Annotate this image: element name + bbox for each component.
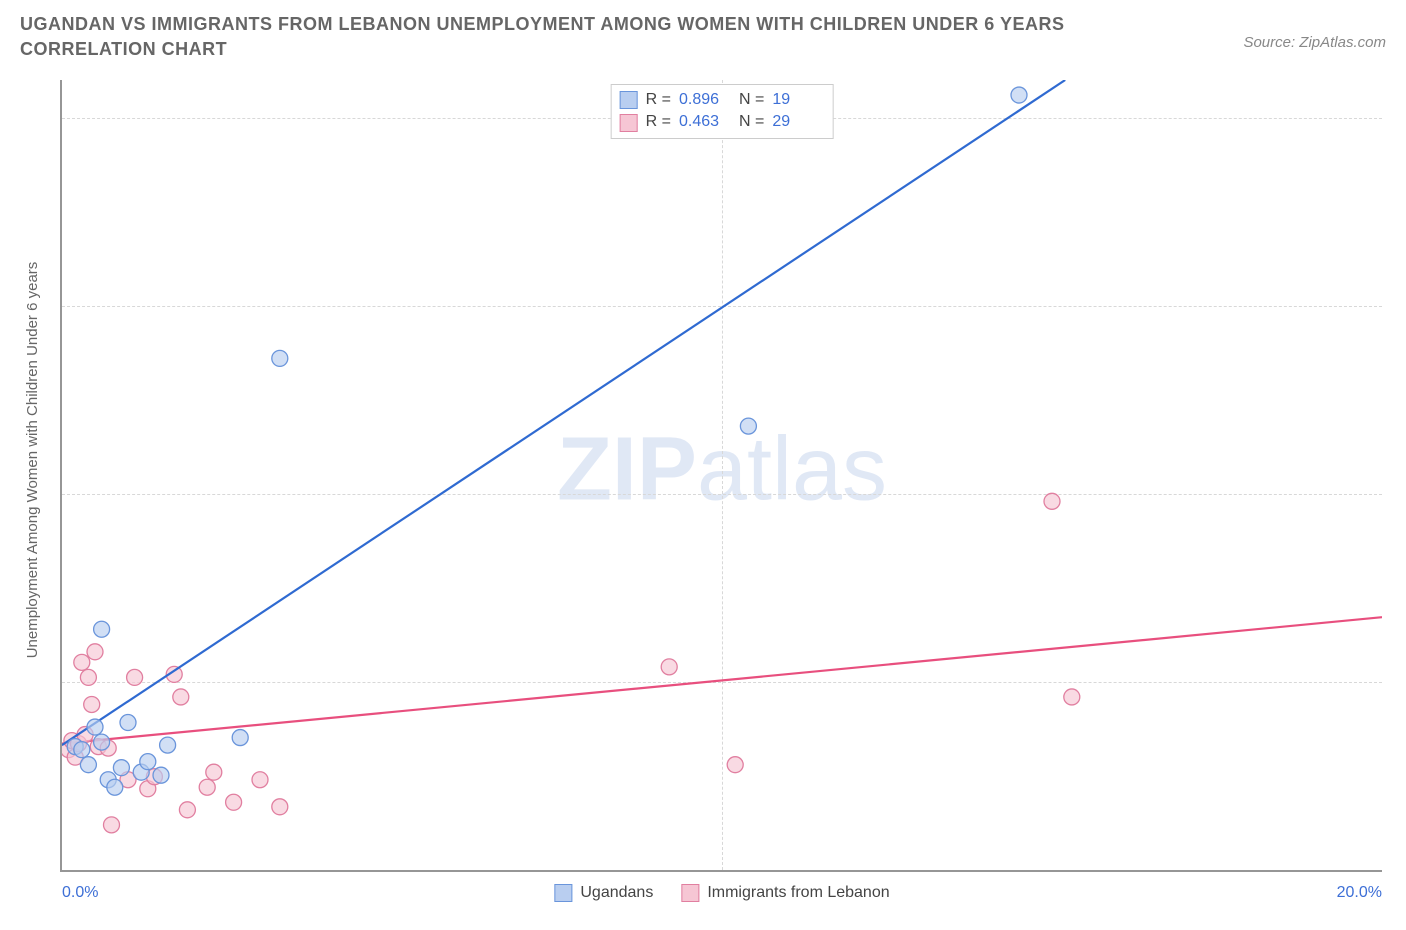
data-point <box>107 779 123 795</box>
chart-title: UGANDAN VS IMMIGRANTS FROM LEBANON UNEMP… <box>20 12 1140 62</box>
data-point <box>77 727 93 743</box>
data-point <box>80 757 96 773</box>
data-point <box>1011 87 1027 103</box>
n-value-b: 29 <box>772 111 824 133</box>
stats-row-a: R = 0.896 N = 19 <box>620 89 825 111</box>
swatch-ugandans <box>620 91 638 109</box>
y-axis-title: Unemployment Among Women with Children U… <box>24 262 41 659</box>
data-point <box>1064 689 1080 705</box>
n-value-a: 19 <box>772 89 824 111</box>
data-point <box>226 794 242 810</box>
data-point <box>100 740 116 756</box>
data-point <box>232 730 248 746</box>
y-tick-label: 37.5% <box>1390 297 1406 315</box>
stats-row-b: R = 0.463 N = 29 <box>620 111 825 133</box>
stats-legend: R = 0.896 N = 19 R = 0.463 N = 29 <box>611 84 834 139</box>
data-point <box>127 669 143 685</box>
data-point <box>252 772 268 788</box>
data-point <box>80 669 96 685</box>
data-point <box>62 742 77 758</box>
data-point <box>64 733 80 749</box>
data-point <box>272 350 288 366</box>
data-point <box>120 772 136 788</box>
data-point <box>87 644 103 660</box>
x-tick-label: 0.0% <box>62 884 98 902</box>
data-point <box>199 779 215 795</box>
legend-item-b: Immigrants from Lebanon <box>681 884 889 902</box>
legend-item-a: Ugandans <box>554 884 653 902</box>
y-tick-label: 12.5% <box>1390 673 1406 691</box>
scatter-plot: ZIPatlas R = 0.896 N = 19 R = 0.463 N = … <box>60 80 1382 872</box>
r-label-b: R = <box>646 111 671 133</box>
data-point <box>133 764 149 780</box>
series-legend: Ugandans Immigrants from Lebanon <box>554 884 889 902</box>
r-label: R = <box>646 89 671 111</box>
watermark-bold: ZIP <box>557 419 697 519</box>
swatch-lebanon-b <box>681 884 699 902</box>
data-point <box>71 736 87 752</box>
watermark-light: atlas <box>697 419 887 519</box>
data-point <box>67 749 83 765</box>
r-value-b: 0.463 <box>679 111 731 133</box>
data-point <box>160 737 176 753</box>
data-point <box>166 666 182 682</box>
source-attribution: Source: ZipAtlas.com <box>1243 34 1386 51</box>
data-point <box>104 817 120 833</box>
data-point <box>661 659 677 675</box>
data-point <box>173 689 189 705</box>
data-point <box>140 754 156 770</box>
data-point <box>140 781 156 797</box>
data-point <box>74 742 90 758</box>
data-point <box>206 764 222 780</box>
data-point <box>74 654 90 670</box>
data-point <box>87 719 103 735</box>
n-label: N = <box>739 89 764 111</box>
data-point <box>146 769 162 785</box>
data-point <box>727 757 743 773</box>
y-tick-label: 50.0% <box>1390 109 1406 127</box>
data-point <box>179 802 195 818</box>
legend-label-a: Ugandans <box>580 884 653 902</box>
y-tick-label: 25.0% <box>1390 485 1406 503</box>
data-point <box>94 734 110 750</box>
trend-line <box>62 80 1065 745</box>
n-label-b: N = <box>739 111 764 133</box>
x-tick-label: 20.0% <box>1337 884 1382 902</box>
data-point <box>272 799 288 815</box>
data-point <box>113 760 129 776</box>
gridline-v <box>722 80 723 870</box>
legend-label-b: Immigrants from Lebanon <box>707 884 889 902</box>
r-value-a: 0.896 <box>679 89 731 111</box>
data-point <box>120 715 136 731</box>
data-point <box>100 772 116 788</box>
data-point <box>67 739 83 755</box>
data-point <box>1044 493 1060 509</box>
swatch-lebanon <box>620 114 638 132</box>
data-point <box>94 621 110 637</box>
swatch-ugandans-b <box>554 884 572 902</box>
data-point <box>90 739 106 755</box>
data-point <box>84 696 100 712</box>
data-point <box>740 418 756 434</box>
data-point <box>153 767 169 783</box>
